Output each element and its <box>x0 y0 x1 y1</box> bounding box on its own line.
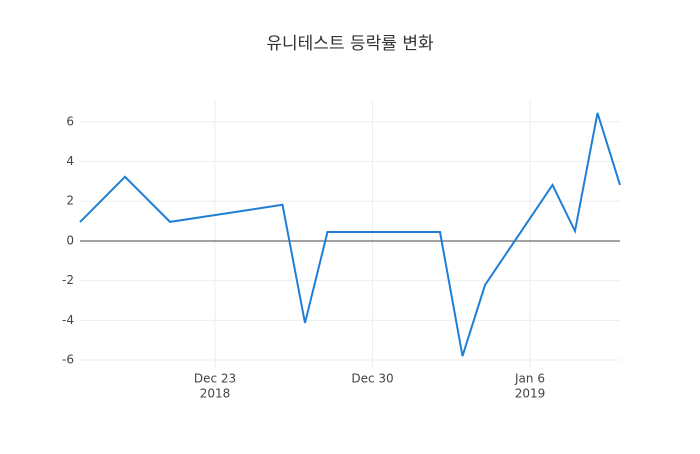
x-tick-label: Dec 23 <box>194 372 236 386</box>
y-tick-label: 0 <box>66 233 74 247</box>
x-tick-year: 2018 <box>200 387 231 401</box>
x-tick-label: Jan 6 <box>514 372 545 386</box>
y-tick-label: -4 <box>62 313 74 327</box>
x-tick-label: Dec 30 <box>351 372 393 386</box>
chart-title: 유니테스트 등락률 변화 <box>266 34 434 54</box>
line-series <box>79 112 621 357</box>
y-tick-label: -6 <box>62 353 74 367</box>
y-tick-label: 2 <box>66 194 74 208</box>
y-tick-label: 4 <box>66 154 74 168</box>
x-tick-year: 2019 <box>515 387 546 401</box>
y-tick-label: 6 <box>66 114 74 128</box>
y-tick-label: -2 <box>62 273 74 287</box>
